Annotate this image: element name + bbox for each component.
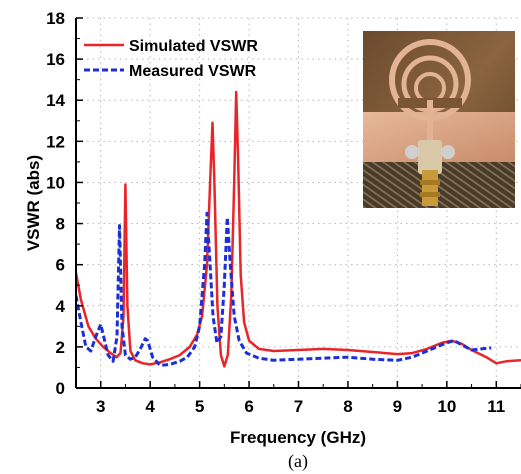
y-tick-label-8: 8: [56, 215, 65, 234]
y-tick-label-10: 10: [46, 173, 65, 192]
legend-simulated-label: Simulated VSWR: [129, 38, 258, 55]
legend-measured-label: Measured VSWR: [129, 63, 257, 80]
x-tick-label-5: 5: [195, 397, 204, 416]
y-tick-label-12: 12: [46, 132, 65, 151]
y-tick-label-2: 2: [56, 338, 65, 357]
y-tick-label-14: 14: [46, 91, 65, 110]
x-tick-label-11: 11: [487, 397, 505, 416]
x-tick-label-3: 3: [96, 397, 105, 416]
x-tick-label-6: 6: [244, 397, 253, 416]
x-tick-label-10: 10: [437, 397, 456, 416]
y-tick-labels: 0 2 4 6 8 10 12 14 16 18: [46, 9, 65, 398]
y-tick-label-0: 0: [56, 379, 65, 398]
x-tick-label-4: 4: [145, 397, 155, 416]
legend: Simulated VSWR Measured VSWR: [84, 38, 258, 80]
axes-frame: [75, 17, 521, 389]
y-axis-label: VSWR (abs): [24, 155, 43, 251]
figure-caption: (a): [288, 451, 308, 472]
antenna-photo-inset: [363, 31, 515, 208]
x-axis-label: Frequency (GHz): [230, 428, 366, 447]
x-tick-label-8: 8: [343, 397, 352, 416]
series-line-measured: [76, 211, 492, 367]
y-tick-label-4: 4: [56, 297, 66, 316]
y-tick-label-16: 16: [46, 50, 65, 69]
series-line-simulated: [76, 90, 521, 368]
x-tick-labels: 3 4 5 6 7 8 9 10 11: [96, 397, 505, 416]
y-tick-label-6: 6: [56, 256, 65, 275]
y-tick-label-18: 18: [46, 9, 65, 28]
x-tick-label-7: 7: [294, 397, 303, 416]
x-tick-label-9: 9: [393, 397, 402, 416]
